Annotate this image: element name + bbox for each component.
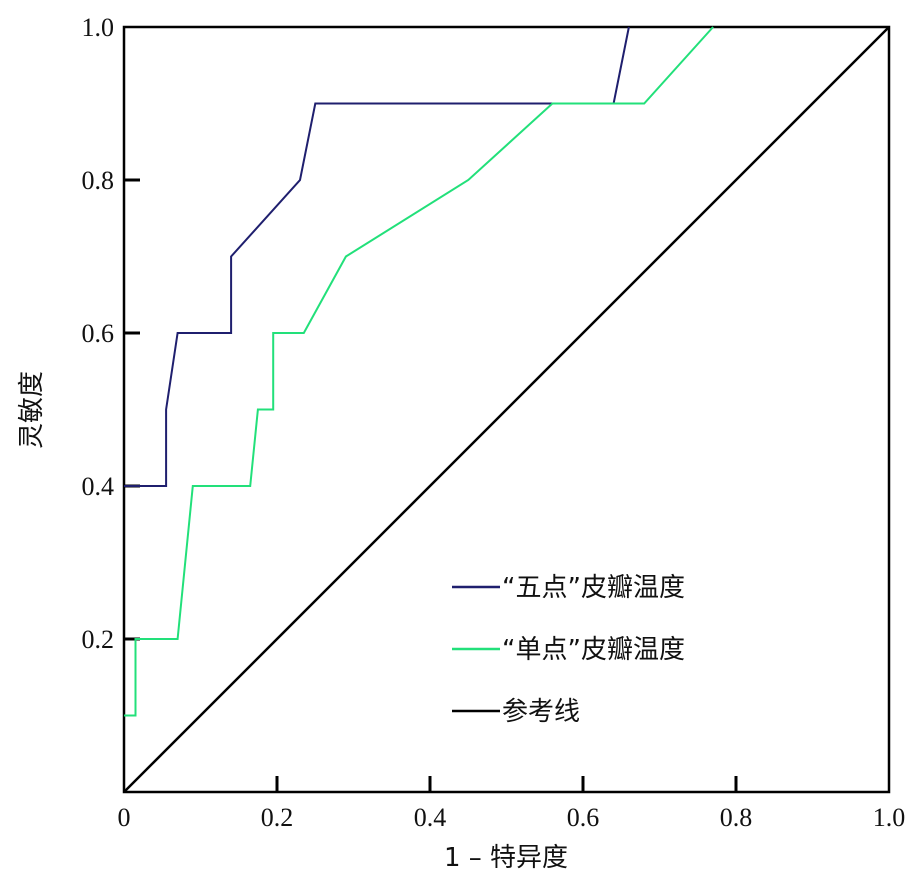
legend-label-0: “五点”皮瓣温度 — [502, 573, 685, 603]
y-tick-label: 0.6 — [82, 319, 115, 348]
y-tick-label: 0.4 — [82, 472, 115, 501]
plot-frame — [122, 25, 891, 794]
series-line-0 — [124, 26, 630, 487]
y-axis-title: 灵敏度 — [17, 371, 47, 449]
x-tick-label: 0.8 — [720, 803, 753, 832]
series-layer — [123, 26, 890, 793]
x-tick-label: 0.2 — [261, 803, 294, 832]
x-tick-label: 0 — [118, 803, 131, 832]
x-tick-label: 0.6 — [567, 803, 600, 832]
x-axis-title: 1 – 特异度 — [444, 843, 568, 873]
y-tick-label: 1.0 — [82, 13, 115, 42]
series-line-2 — [123, 26, 890, 793]
legend-label-2: 参考线 — [502, 697, 580, 727]
y-tick-label: 0.2 — [82, 625, 115, 654]
series-line-1 — [124, 26, 714, 717]
x-tick-label: 1.0 — [873, 803, 906, 832]
legend-label-1: “单点”皮瓣温度 — [502, 635, 685, 665]
tick-labels: 0 0.2 0.4 0.6 0.8 1.0 0.2 0.4 0.6 0.8 1.0 — [82, 13, 906, 832]
y-tick-label: 0.8 — [82, 166, 115, 195]
x-tick-label: 0.4 — [414, 803, 447, 832]
